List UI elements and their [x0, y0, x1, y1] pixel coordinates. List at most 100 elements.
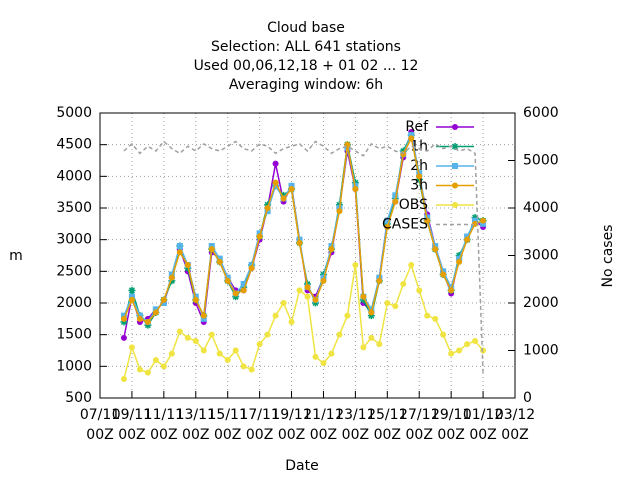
point: [272, 182, 279, 189]
point: [184, 334, 191, 341]
point: [352, 186, 359, 192]
point: [224, 274, 231, 281]
point: [384, 224, 391, 230]
point: [264, 205, 271, 211]
point: [432, 246, 439, 253]
legend-marker: [451, 143, 459, 150]
legend-marker: [452, 182, 458, 189]
point: [367, 312, 375, 320]
x-tick-label: 17/11 00Z: [239, 407, 280, 443]
point: [160, 296, 167, 303]
y2-tick-label: 4000: [523, 200, 559, 216]
point: [464, 236, 471, 243]
x-tick-label: 23/11 00Z: [335, 407, 376, 443]
y2-tick-label: 5000: [523, 153, 559, 169]
title-line: Selection: ALL 641 stations: [211, 39, 401, 55]
point: [392, 192, 399, 199]
point: [256, 233, 263, 240]
point: [240, 281, 247, 287]
point: [120, 315, 127, 322]
plot-frame: [99, 112, 516, 399]
point: [272, 160, 279, 167]
point: [128, 293, 135, 300]
point: [152, 306, 159, 313]
point: [424, 312, 431, 319]
y2-tick-label: 2000: [523, 295, 559, 311]
point: [128, 296, 135, 303]
point: [448, 350, 455, 357]
x-axis-label: Date: [285, 458, 318, 474]
point: [184, 262, 191, 268]
point: [144, 319, 151, 325]
point: [168, 274, 175, 281]
point: [392, 303, 399, 310]
point: [312, 353, 319, 360]
y2-tick-label: 3000: [523, 248, 559, 264]
point: [192, 338, 199, 344]
point: [376, 341, 383, 348]
point: [240, 287, 247, 294]
point: [416, 287, 423, 294]
series: [120, 135, 487, 325]
point: [192, 296, 199, 303]
point: [304, 284, 311, 291]
point: [280, 195, 287, 202]
point: [320, 277, 327, 284]
x-tick-label: 29/11 00Z: [430, 407, 472, 443]
point: [392, 198, 399, 205]
y2-axis-label: No cases: [600, 225, 616, 288]
x-tick-label: 07/11 00Z: [79, 407, 121, 443]
legend-marker: [452, 202, 458, 208]
y-axis-label: m: [9, 248, 23, 264]
point: [336, 331, 343, 338]
point: [200, 347, 207, 354]
point: [344, 312, 351, 319]
point: [311, 299, 319, 307]
point: [288, 319, 295, 325]
point: [216, 255, 223, 262]
point: [328, 246, 335, 253]
y-tick-label: 2500: [56, 263, 92, 279]
y-tick-label: 500: [65, 390, 92, 406]
y-tick-label: 4000: [56, 168, 92, 184]
point: [216, 258, 223, 265]
point: [328, 350, 335, 357]
point: [472, 220, 479, 227]
series-line: [123, 131, 484, 338]
point: [160, 300, 167, 306]
x-tick-label: 15/11 00Z: [207, 407, 248, 443]
y-tick-label: 1000: [56, 358, 92, 374]
point: [240, 283, 248, 291]
series: [120, 262, 487, 382]
point: [472, 217, 479, 224]
y2-tick-label: 0: [523, 390, 532, 406]
point: [368, 334, 375, 341]
point: [264, 331, 271, 338]
point: [128, 344, 135, 351]
point: [288, 182, 295, 189]
point: [359, 296, 367, 304]
legend-label: Ref: [405, 119, 429, 135]
point: [208, 243, 215, 249]
point: [272, 179, 279, 186]
x-tick-label: 09/11 00Z: [111, 407, 153, 443]
point: [384, 300, 391, 306]
point: [152, 357, 159, 363]
point: [384, 217, 391, 224]
point: [440, 271, 447, 278]
point: [240, 363, 247, 370]
point: [432, 315, 439, 322]
legend-label: OBS: [399, 197, 428, 213]
legend-marker: [452, 124, 458, 130]
point: [176, 328, 183, 335]
point: [416, 173, 423, 180]
x-tick-label: 19/11 00Z: [271, 407, 312, 443]
point: [144, 369, 151, 376]
point: [455, 252, 463, 259]
point: [208, 246, 215, 253]
point: [120, 334, 127, 341]
y-tick-label: 3500: [56, 200, 92, 216]
y-tick-label: 5000: [56, 105, 92, 121]
point: [256, 341, 263, 348]
